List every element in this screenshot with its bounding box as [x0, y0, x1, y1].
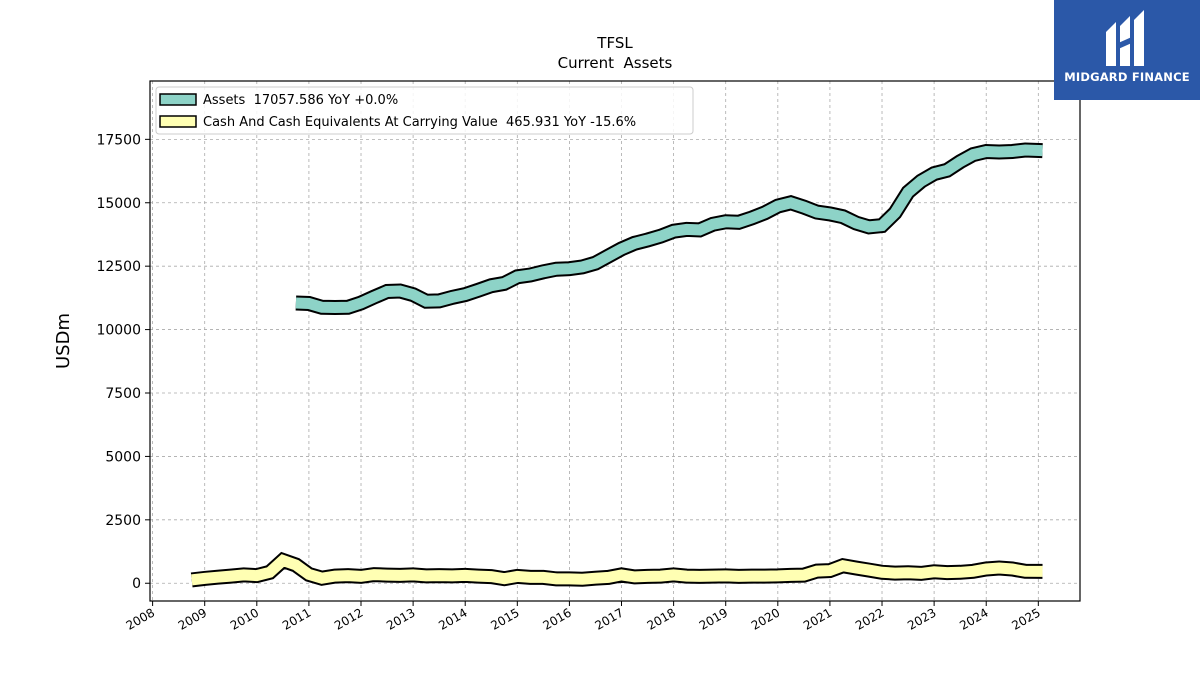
x-tick-label: 2019: [697, 605, 730, 632]
legend-swatch-assets: [159, 93, 197, 106]
series-line: [295, 144, 1043, 314]
midgard-logo-icon: [1106, 10, 1144, 66]
x-tick-label: 2015: [488, 605, 521, 632]
brand-logo: MIDGARD FINANCE: [1054, 0, 1200, 100]
legend-label-assets: Assets 17057.586 YoY +0.0%: [203, 93, 398, 108]
chart-title: TFSL: [596, 34, 633, 52]
x-tick-label: 2009: [176, 605, 209, 632]
x-tick-label: 2025: [1009, 605, 1042, 632]
x-tick-label: 2008: [124, 605, 157, 632]
x-tick-label: 2024: [957, 605, 990, 632]
legend: Assets 17057.586 YoY +0.0% Cash And Cash…: [155, 86, 694, 135]
grid-lines: [150, 81, 1080, 601]
legend-swatch-cash: [159, 115, 197, 128]
y-axis: 0 2500 5000 7500 10000 12500 15000 17500: [96, 132, 150, 592]
x-tick-label: 2014: [436, 605, 469, 632]
plot-frame: [149, 80, 1081, 602]
x-tick-label: 2020: [749, 605, 782, 632]
series-layer: [190, 142, 1043, 588]
y-tick-label: 10000: [96, 323, 141, 339]
legend-box: [155, 86, 694, 135]
y-axis-label: USDm: [53, 313, 74, 369]
brand-name: MIDGARD FINANCE: [1064, 70, 1190, 84]
x-tick-label: 2012: [332, 605, 365, 632]
legend-label-cash: Cash And Cash Equivalents At Carrying Va…: [203, 115, 636, 130]
y-tick-label: 15000: [96, 196, 141, 212]
x-tick-label: 2022: [853, 605, 886, 632]
y-tick-label: 2500: [105, 513, 141, 529]
y-tick-label: 12500: [96, 259, 141, 275]
y-tick-label: 7500: [105, 386, 141, 402]
x-tick-label: 2016: [540, 605, 573, 632]
x-tick-label: 2018: [645, 605, 678, 632]
x-tick-label: 2021: [801, 605, 834, 632]
x-tick-label: 2010: [228, 605, 261, 632]
x-tick-label: 2011: [280, 605, 313, 632]
x-tick-label: 2023: [905, 605, 938, 632]
x-tick-label: 2017: [593, 605, 626, 632]
series-line: [191, 554, 1043, 586]
x-axis: 2008 2009 2010 2011 2012 2013 2014 2015 2016 2017…: [124, 601, 1043, 633]
y-tick-label: 0: [132, 576, 141, 592]
y-tick-label: 5000: [105, 449, 141, 465]
chart-subtitle: Current Assets: [558, 54, 673, 72]
y-tick-label: 17500: [96, 132, 141, 148]
x-tick-label: 2013: [384, 605, 417, 632]
